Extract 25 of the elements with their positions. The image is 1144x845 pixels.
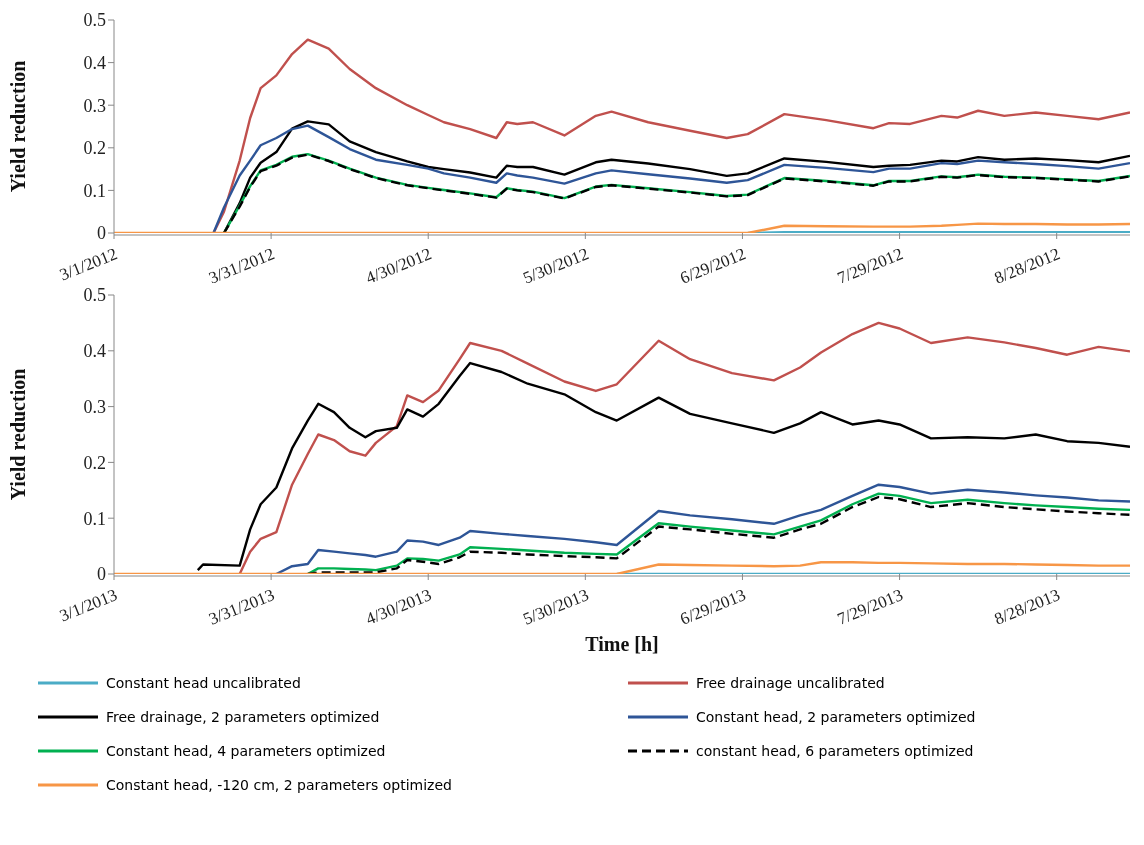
line-series xyxy=(196,361,1130,572)
y-tick-label: 0 xyxy=(97,223,106,244)
y-tick-label: 0.1 xyxy=(83,508,106,529)
legend-label: Constant head, 2 parameters optimized xyxy=(696,709,976,725)
y-tick-label: 0.3 xyxy=(83,95,106,116)
line-series xyxy=(238,321,1130,574)
y-tick-label: 0.3 xyxy=(83,396,106,417)
y-tick-label: 0 xyxy=(97,564,106,585)
y-tick-label: 0.4 xyxy=(83,52,106,73)
x-axis-title: Time [h] xyxy=(585,633,659,655)
legend-label: Constant head, -120 cm, 2 parameters optimized xyxy=(106,777,452,793)
y-tick-label: 0.5 xyxy=(83,10,106,31)
y-tick-label: 0.1 xyxy=(83,180,106,201)
y-axis-title: Yield reduction xyxy=(7,368,30,501)
legend-label: constant head, 6 parameters optimized xyxy=(696,743,974,759)
line-series xyxy=(212,38,1130,233)
legend-label: Free drainage uncalibrated xyxy=(696,675,885,691)
y-tick-label: 0.2 xyxy=(83,138,106,159)
legend-label: Constant head uncalibrated xyxy=(106,675,301,691)
legend-label: Free drainage, 2 parameters optimized xyxy=(106,709,380,725)
y-tick-label: 0.4 xyxy=(83,341,106,362)
y-tick-label: 0.2 xyxy=(83,452,106,473)
y-axis-title: Yield reduction xyxy=(7,60,30,193)
y-tick-label: 0.5 xyxy=(83,285,106,306)
legend-label: Constant head, 4 parameters optimized xyxy=(106,743,386,759)
